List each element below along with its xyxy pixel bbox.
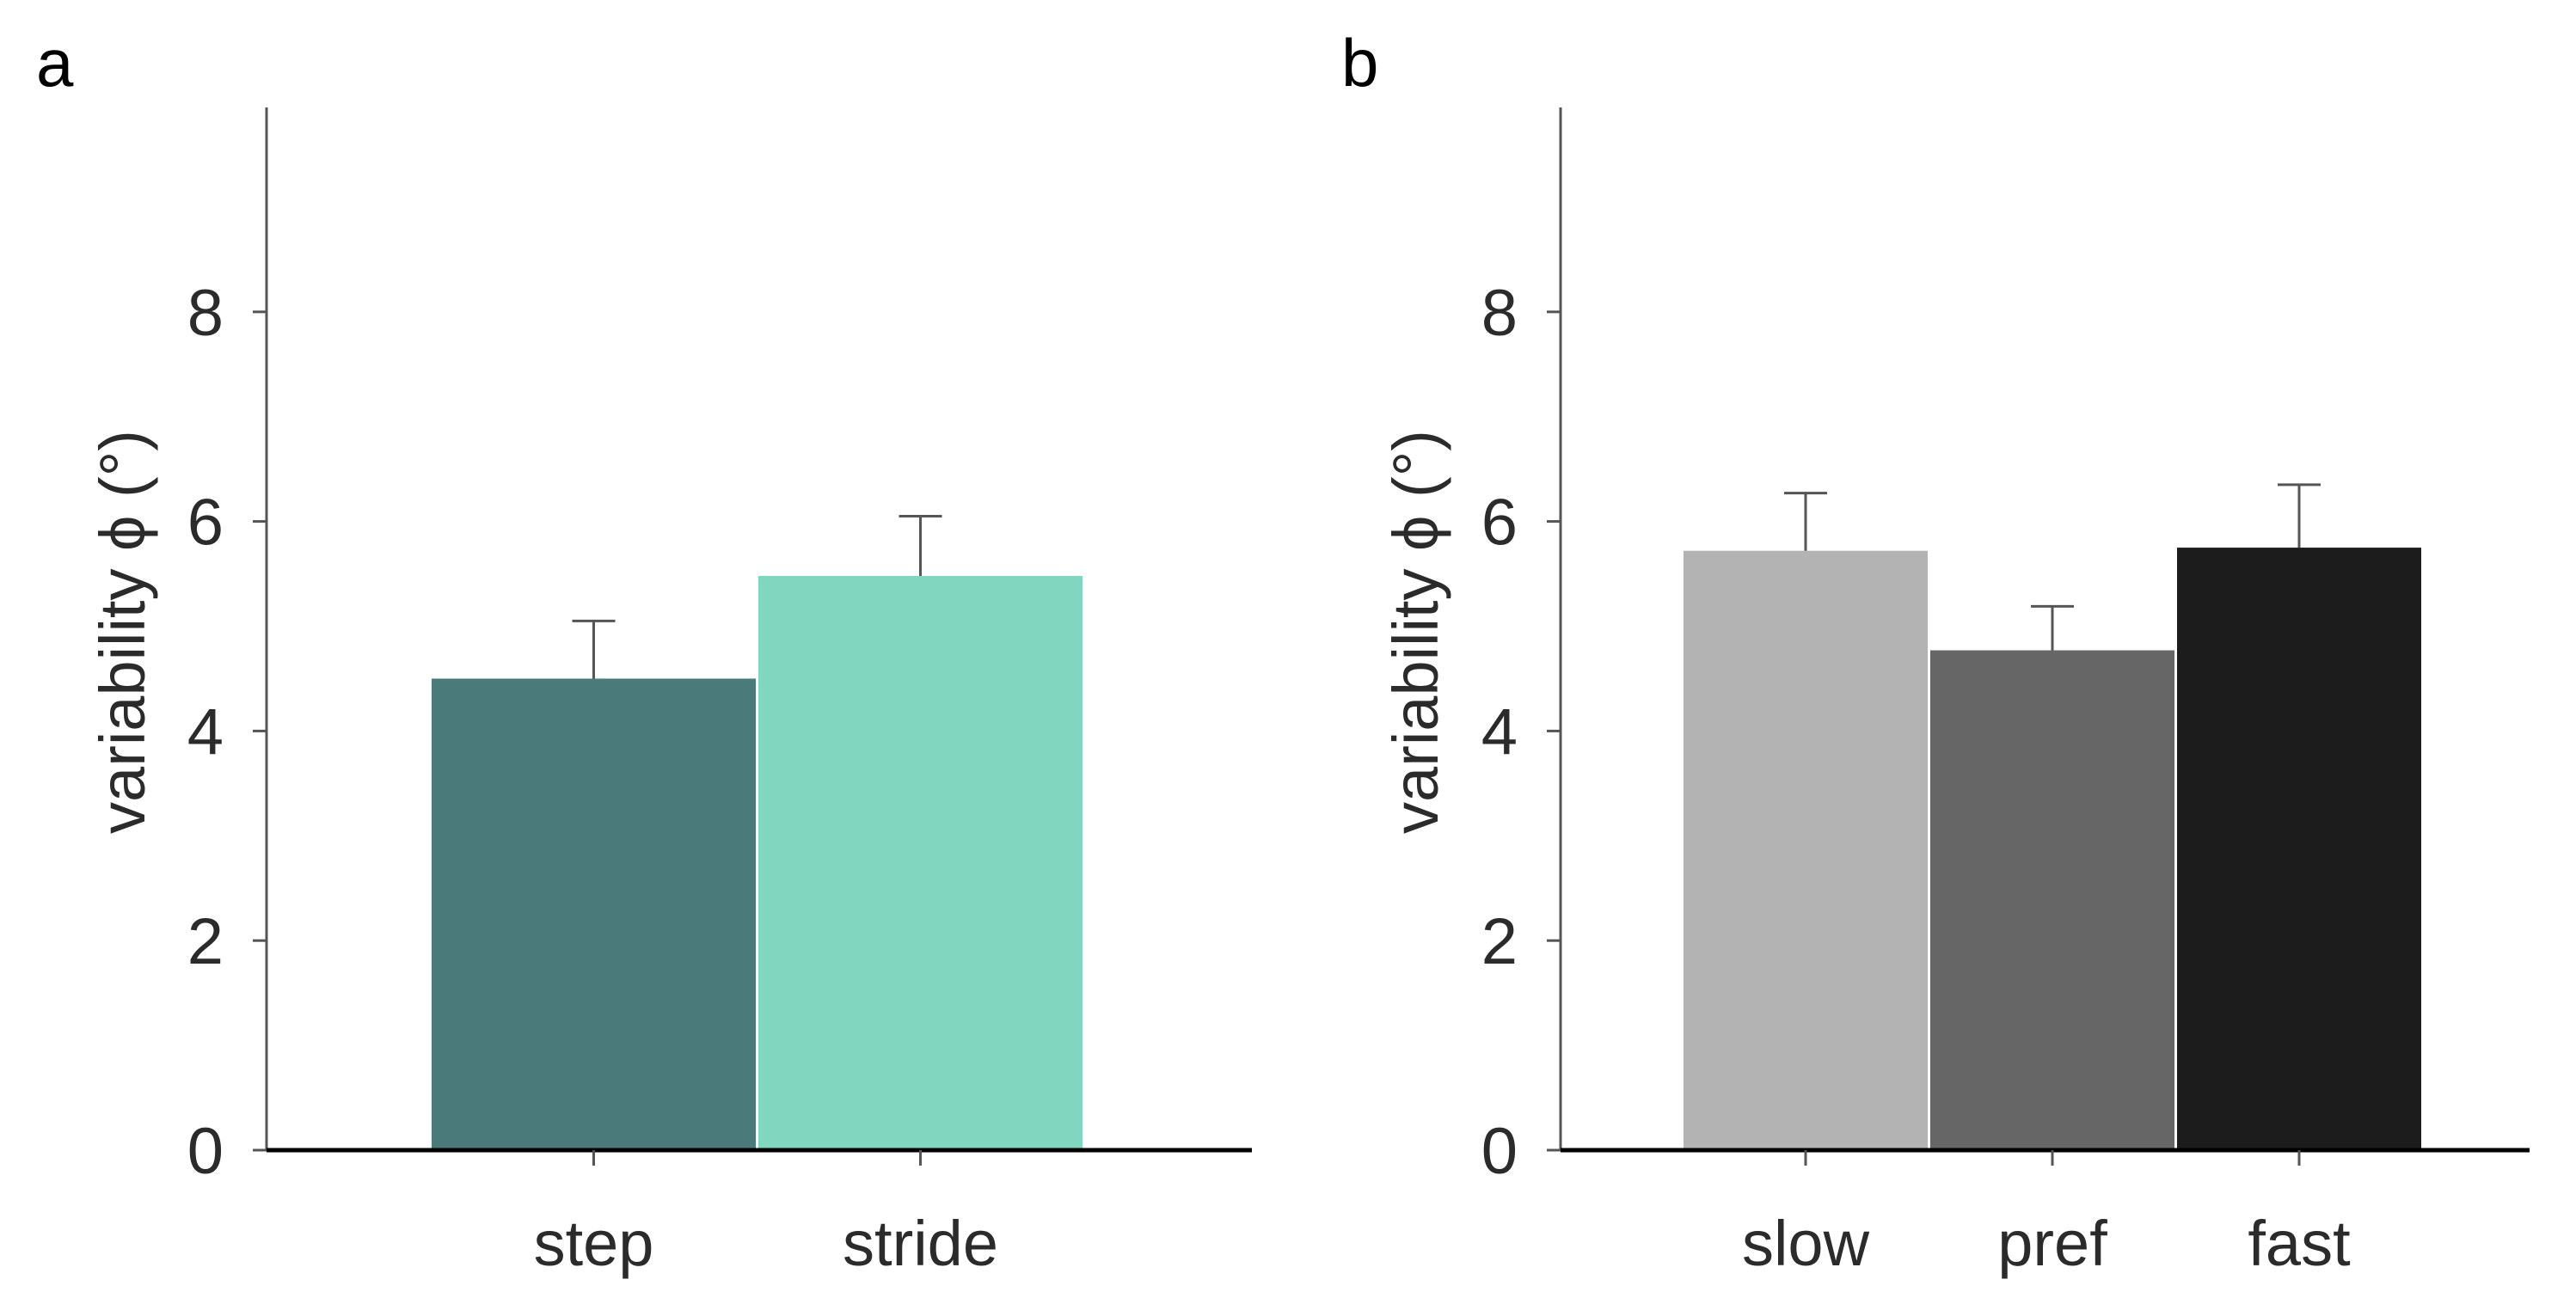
panel-a-y-tick-label-2: 2: [187, 905, 224, 978]
panel-b-bars: [1684, 548, 2421, 1150]
panel-a-y-axis-label: variability ϕ (°): [87, 430, 158, 834]
panel-a-y-tick-label-4: 4: [187, 695, 224, 768]
panel-b-y-tick-label-8: 8: [1481, 277, 1518, 350]
panel-b-x-tick-label-pref: pref: [1997, 1208, 2107, 1279]
panel-b-y-axis-label: variability ϕ (°): [1380, 430, 1451, 834]
panel-b-letter: b: [1341, 25, 1378, 101]
panel-a-y-tick-label-0: 0: [187, 1115, 224, 1188]
panel-b-y-tick-label-0: 0: [1481, 1115, 1518, 1188]
panel-a-bars: [432, 575, 1083, 1150]
panel-a-y-tick-label-6: 6: [187, 487, 224, 560]
panel-b-y-tick-label-2: 2: [1481, 905, 1518, 978]
panel-b-y-ticks: 0 2 4 6 8: [1481, 277, 1561, 1188]
panel-a-y-ticks: 0 2 4 6 8: [187, 277, 267, 1188]
panel-a-error-bars: [572, 515, 942, 679]
panel-a-bar-stride: [758, 575, 1083, 1150]
panel-a-y-tick-label-8: 8: [187, 277, 224, 350]
panel-a-x-tick-label-step: step: [534, 1208, 654, 1279]
panel-a-x-tick-label-stride: stride: [843, 1208, 998, 1279]
panel-a: a variability ϕ (°) 0 2 4 6 8 step stride: [36, 25, 1252, 1279]
panel-b-x-tick-label-slow: slow: [1742, 1208, 1870, 1279]
panel-a-bar-step: [432, 678, 756, 1150]
panel-b-bar-pref: [1930, 650, 2174, 1150]
panel-b: b variability ϕ (°) 0 2 4 6 8 slow pref fast: [1341, 25, 2530, 1279]
panel-b-bar-fast: [2177, 548, 2421, 1150]
panel-a-x-ticks: step stride: [534, 1150, 998, 1279]
panel-a-letter: a: [36, 25, 74, 101]
panel-b-x-tick-label-fast: fast: [2248, 1208, 2351, 1279]
panel-b-x-ticks: slow pref fast: [1742, 1150, 2351, 1279]
panel-b-error-bars: [1784, 483, 2321, 651]
panel-b-y-tick-label-6: 6: [1481, 487, 1518, 560]
panel-b-y-tick-label-4: 4: [1481, 695, 1518, 768]
panel-b-bar-slow: [1684, 550, 1928, 1150]
